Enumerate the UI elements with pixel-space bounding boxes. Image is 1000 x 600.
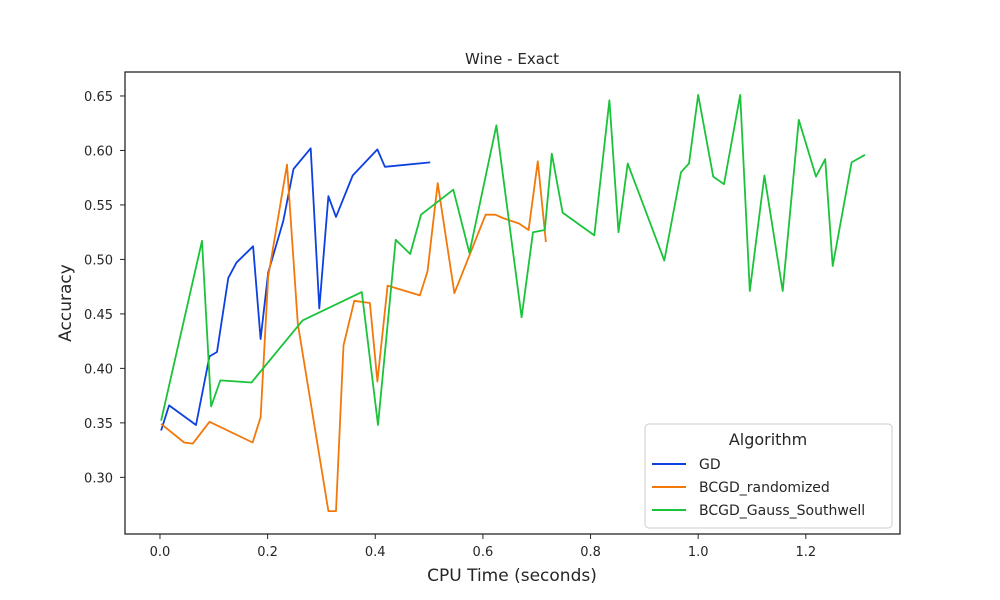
x-tick-label: 0.0	[150, 545, 171, 560]
x-tick-label: 1.0	[688, 545, 709, 560]
plot-area	[160, 94, 866, 513]
x-tick-label: 0.6	[473, 545, 494, 560]
y-axis-title: Accuracy	[56, 264, 76, 342]
y-tick-label: 0.60	[84, 144, 113, 159]
y-tick-label: 0.35	[84, 417, 113, 432]
x-tick-label: 0.8	[580, 545, 601, 560]
series-line-bcgd-gauss-southwell	[160, 94, 866, 426]
y-tick-label: 0.45	[84, 308, 113, 323]
series-line-gd	[160, 147, 431, 431]
y-tick-label: 0.30	[84, 471, 113, 486]
legend-items: GD BCGD_randomized BCGD_Gauss_Southwell	[652, 457, 865, 519]
y-tick-label: 0.65	[84, 90, 113, 105]
x-tick-label: 0.4	[365, 545, 386, 560]
x-axis: 0.0 0.2 0.4 0.6 0.8 1.0 1.2	[150, 534, 816, 560]
legend: Algorithm GD BCGD_randomized BCGD_Gauss_So…	[644, 423, 893, 529]
x-tick-label: 1.2	[795, 545, 816, 560]
plot-frame	[124, 71, 901, 535]
legend-label-bcgd-gauss-southwell: BCGD_Gauss_Southwell	[699, 503, 865, 519]
x-tick-label: 0.2	[257, 545, 278, 560]
x-axis-title: CPU Time (seconds)	[427, 566, 597, 586]
legend-box	[644, 423, 893, 529]
legend-title: Algorithm	[729, 430, 807, 449]
series-line-bcgd-randomized	[160, 160, 547, 513]
y-tick-label: 0.55	[84, 199, 113, 214]
legend-label-gd: GD	[699, 457, 721, 473]
chart-title: Wine - Exact	[465, 50, 559, 68]
y-axis: 0.30 0.35 0.40 0.45 0.50 0.55 0.60 0.65	[84, 90, 125, 486]
y-tick-label: 0.50	[84, 253, 113, 268]
legend-label-bcgd-randomized: BCGD_randomized	[699, 480, 830, 496]
y-tick-label: 0.40	[84, 362, 113, 377]
